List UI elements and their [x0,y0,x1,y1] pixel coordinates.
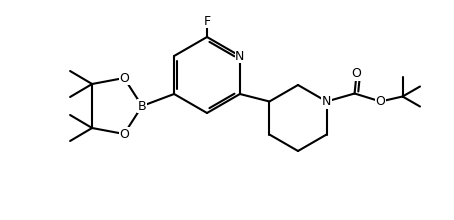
Text: N: N [322,95,331,108]
Text: N: N [235,50,245,62]
Text: O: O [119,72,129,84]
Text: O: O [352,67,361,80]
Text: F: F [203,15,211,28]
Text: B: B [138,99,146,112]
Text: O: O [375,95,385,108]
Text: O: O [119,128,129,141]
